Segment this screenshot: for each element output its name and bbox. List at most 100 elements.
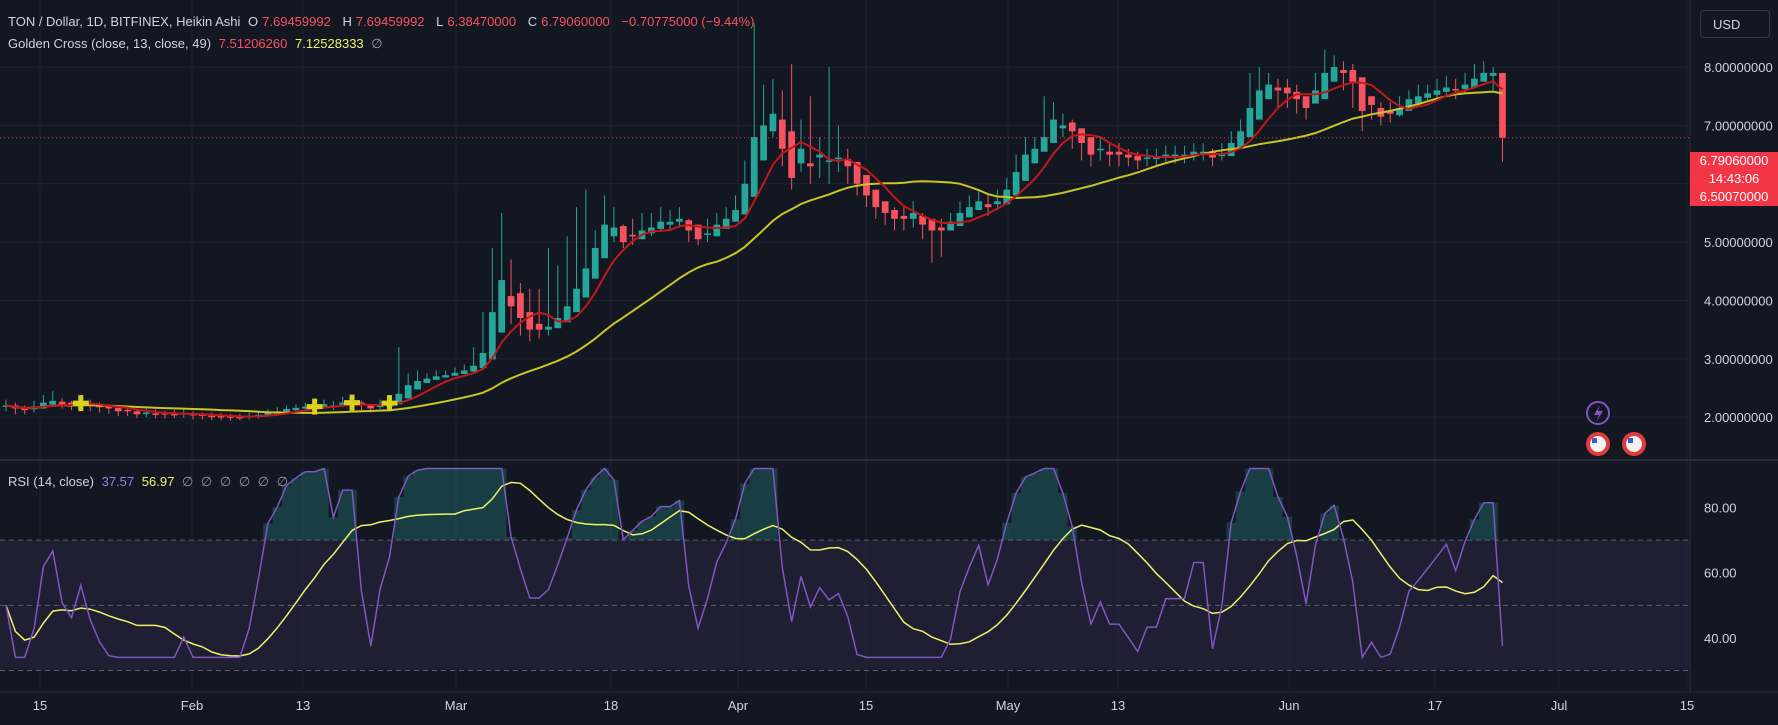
candle-body	[554, 317, 562, 329]
candle-body	[788, 131, 796, 178]
candle-body	[124, 409, 131, 412]
candle-body	[1489, 72, 1497, 76]
time-axis-label: 15	[859, 698, 873, 713]
candle-body	[1480, 72, 1488, 82]
markers-layer	[0, 137, 1690, 456]
lightning-icon	[1594, 405, 1603, 422]
price-axis-label: 4.00000000	[1704, 293, 1773, 308]
close-value: 6.79060000	[541, 14, 610, 29]
candle-body	[1106, 151, 1114, 155]
candle-body	[750, 137, 758, 197]
hidden-value-icon: ∅	[181, 474, 194, 489]
candle-body	[629, 234, 637, 237]
candle-body	[1461, 84, 1469, 89]
moving-averages-layer	[5, 80, 1504, 418]
candle-body	[694, 224, 702, 240]
candle-body	[816, 154, 824, 158]
last-price-tag: 6.79060000 14:43:06 6.50070000	[1690, 152, 1778, 206]
slow-ma-line	[5, 90, 1503, 414]
bar-countdown: 14:43:06	[1708, 171, 1760, 186]
candle-body	[563, 306, 571, 323]
rsi-title[interactable]: RSI (14, close)	[8, 474, 94, 489]
price-axis-label: 2.00000000	[1704, 410, 1773, 425]
candle-body	[835, 157, 842, 160]
candle-body	[769, 113, 777, 132]
candle-body	[1265, 84, 1273, 100]
time-axis-label: Jul	[1551, 698, 1568, 713]
candle-body	[488, 312, 496, 360]
time-axis-label: 13	[296, 698, 310, 713]
candle-body	[965, 207, 973, 218]
candle-body	[40, 402, 47, 409]
candle-body	[1396, 107, 1403, 116]
candle-body	[367, 404, 375, 409]
candle-body	[133, 411, 141, 415]
candle-body	[114, 407, 122, 412]
change-value: −0.70775000 (−9.44%)	[621, 14, 755, 29]
candle-body	[881, 201, 889, 213]
candle-body	[301, 406, 309, 409]
candle-body	[1471, 78, 1478, 88]
price-axis-label: 8.00000000	[1704, 60, 1773, 75]
us-flag-icon	[1592, 438, 1597, 443]
candle-body	[1283, 87, 1291, 94]
rsi-band-area	[0, 539, 1690, 671]
candle-body	[937, 227, 945, 231]
candle-body	[1218, 154, 1226, 157]
candle-body	[1452, 88, 1460, 91]
candle-body	[423, 378, 431, 384]
lightning-icon	[1586, 401, 1610, 425]
candle-body	[1153, 157, 1160, 160]
candle-body	[582, 268, 590, 298]
candle-body	[1078, 128, 1085, 143]
candle-body	[1293, 91, 1301, 100]
candle-body	[320, 404, 328, 407]
candle-body	[292, 407, 300, 411]
candle-body	[339, 402, 347, 405]
rsi-axis-label: 60.00	[1704, 566, 1737, 581]
candle-body	[601, 224, 608, 259]
candle-body	[947, 221, 955, 231]
hidden-value-icon: ∅	[238, 474, 251, 489]
candle-body	[666, 221, 674, 225]
candle-body	[1237, 131, 1244, 149]
candle-body	[1087, 137, 1095, 155]
candle-body	[806, 163, 814, 167]
slow-ma-value: 7.12528333	[294, 36, 364, 51]
candle-body	[264, 412, 272, 416]
candle-body	[1358, 77, 1366, 111]
candle-body	[1330, 67, 1338, 82]
rsi-ma-line	[5, 481, 1503, 657]
indicator-legend[interactable]: Golden Cross (close, 13, close, 49) 7.51…	[8, 36, 387, 52]
candle-body	[1302, 96, 1310, 108]
candle-body	[909, 212, 917, 219]
time-axis-label: 15	[33, 698, 47, 713]
candle-body	[217, 415, 225, 418]
candle-body	[517, 293, 524, 318]
time-axis-label: 15	[1680, 698, 1694, 713]
indicator-title[interactable]: Golden Cross (close, 13, close, 49)	[8, 36, 212, 51]
candle-body	[1115, 151, 1123, 155]
currency-selector[interactable]: USD	[1700, 10, 1770, 38]
low-label: L	[436, 14, 444, 29]
time-axis-label: Mar	[445, 698, 468, 713]
candle-body	[1499, 72, 1506, 138]
time-axis-label: Jun	[1279, 698, 1300, 713]
symbol-title[interactable]: TON / Dollar, 1D, BITFINEX, Heikin Ashi	[8, 14, 241, 29]
candle-body	[1012, 172, 1020, 196]
rsi-overbought-fill	[263, 468, 1498, 541]
candle-body	[732, 210, 739, 222]
candle-body	[1246, 107, 1254, 138]
candle-body	[975, 201, 983, 211]
rsi-legend[interactable]: RSI (14, close) 37.57 56.97 ∅ ∅ ∅ ∅ ∅ ∅	[8, 474, 292, 490]
time-axis-label: Feb	[181, 698, 203, 713]
price-legend[interactable]: TON / Dollar, 1D, BITFINEX, Heikin Ashi …	[8, 14, 758, 29]
candle-body	[891, 210, 898, 219]
candle-body	[498, 280, 506, 333]
last-price: 6.79060000	[1699, 153, 1769, 168]
candle-body	[1040, 137, 1048, 152]
time-axis-label: Apr	[728, 698, 749, 713]
hidden-value-icon: ∅	[257, 474, 270, 489]
candle-body	[58, 401, 66, 405]
candle-body	[283, 408, 290, 412]
